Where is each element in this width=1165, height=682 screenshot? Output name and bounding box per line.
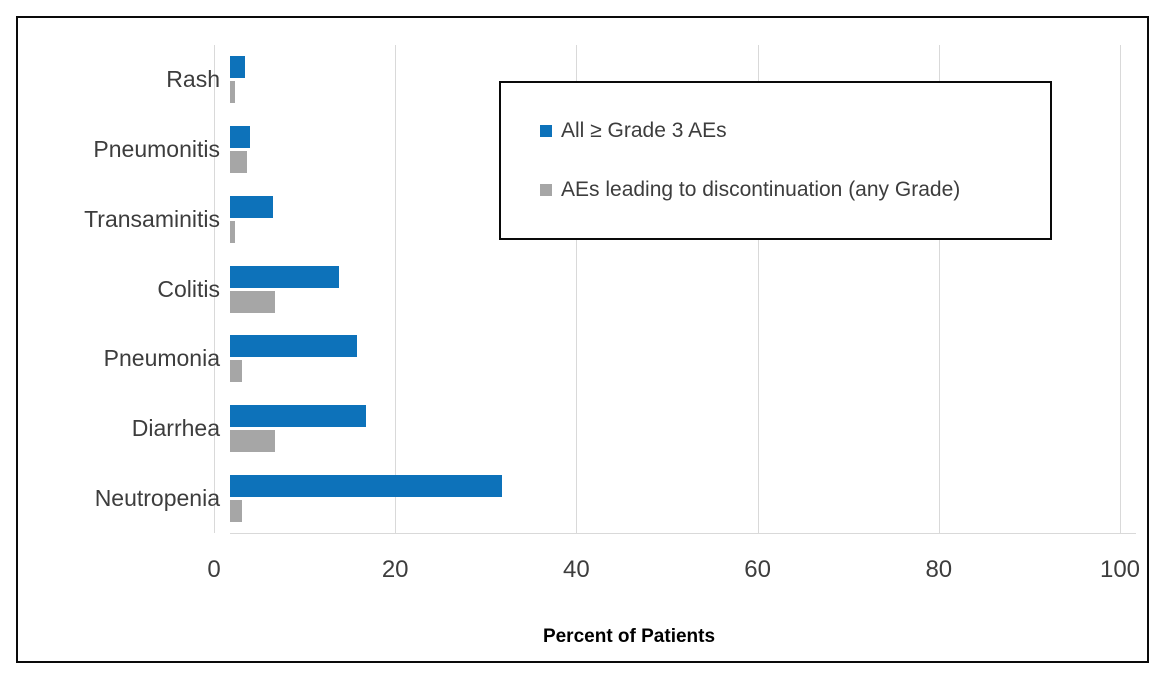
category-label-transaminitis: Transaminitis (84, 205, 220, 232)
bar-grade3-diarrhea (230, 404, 366, 427)
bar-row-pneumonia (230, 324, 1136, 394)
chart-frame: Rash Pneumonitis Transaminitis Colitis Pneum… (16, 16, 1149, 663)
x-axis-line (230, 533, 1136, 534)
gridline-x-20 (395, 45, 397, 533)
gridline-x-0 (214, 45, 215, 533)
legend-label: All ≥ Grade 3 AEs (561, 118, 727, 142)
legend: All ≥ Grade 3 AEs AEs leading to disconti… (499, 81, 1052, 240)
bar-grade3-pneumonitis (230, 126, 250, 149)
bar-grade3-rash (230, 56, 246, 79)
y-category-labels: Rash Pneumonitis Transaminitis Colitis Pneum… (38, 45, 220, 533)
bar-discontinuation-neutropenia (230, 499, 242, 522)
bar-grade3-transaminitis (230, 195, 274, 218)
legend-marker-square-icon (540, 184, 552, 197)
gridline-x-100 (1120, 45, 1121, 533)
bar-discontinuation-transaminitis (230, 220, 235, 243)
bar-row-colitis (230, 254, 1136, 324)
category-label-rash: Rash (166, 66, 220, 93)
category-label-neutropenia: Neutropenia (94, 484, 220, 511)
bar-grade3-pneumonia (230, 335, 357, 358)
gridline-x-80 (938, 45, 940, 533)
gridline-x-60 (757, 45, 759, 533)
bar-discontinuation-rash (230, 81, 235, 104)
plot-area (230, 45, 1136, 533)
legend-marker-square-icon (540, 124, 552, 137)
bar-grade3-neutropenia (230, 474, 502, 497)
bar-grade3-colitis (230, 265, 339, 288)
x-tick-label-40: 40 (563, 556, 590, 583)
bar-row-pneumonitis (230, 115, 1136, 185)
bar-row-diarrhea (230, 394, 1136, 464)
category-label-colitis: Colitis (157, 275, 220, 302)
bar-row-rash (230, 45, 1136, 115)
bar-discontinuation-pneumonitis (230, 151, 248, 174)
legend-item-grade3: All ≥ Grade 3 AEs (540, 119, 1050, 143)
legend-label: AEs leading to discontinuation (any Grad… (561, 178, 961, 202)
bar-discontinuation-colitis (230, 290, 276, 313)
bar-discontinuation-pneumonia (230, 360, 242, 383)
category-label-diarrhea: Diarrhea (131, 414, 220, 441)
legend-item-discontinuation: AEs leading to discontinuation (any Grad… (540, 178, 1050, 202)
category-label-pneumonitis: Pneumonitis (93, 136, 220, 163)
x-tick-label-100: 100 (1099, 556, 1141, 583)
bar-row-transaminitis (230, 184, 1136, 254)
x-tick-label-0: 0 (207, 556, 221, 583)
bar-discontinuation-diarrhea (230, 429, 276, 452)
x-tick-label-60: 60 (744, 556, 771, 583)
x-axis-title: Percent of Patients (542, 626, 716, 647)
category-label-pneumonia: Pneumonia (103, 345, 220, 372)
bar-row-neutropenia (230, 463, 1136, 533)
x-tick-label-80: 80 (925, 556, 953, 583)
gridline-x-40 (576, 45, 578, 533)
x-tick-label-20: 20 (381, 556, 409, 583)
